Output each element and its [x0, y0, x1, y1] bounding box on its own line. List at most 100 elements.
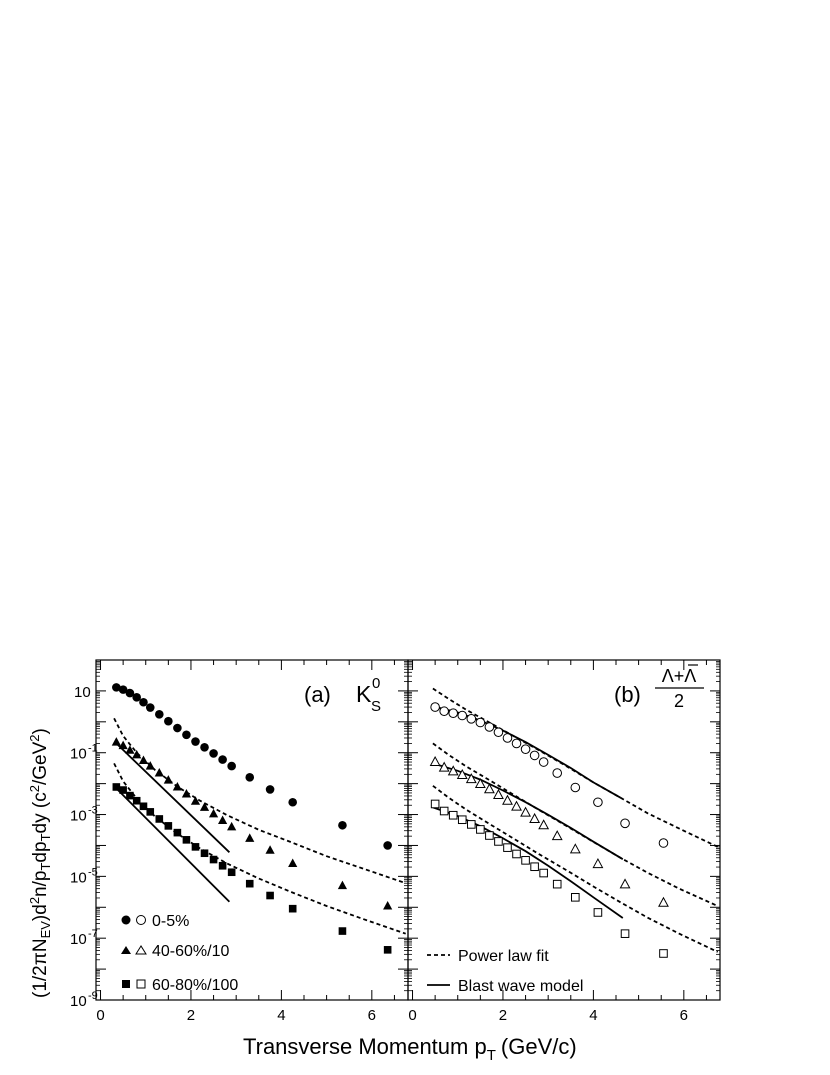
- panel-b-series-1-point: [456, 768, 468, 780]
- panel-b-series-0-point: [529, 750, 540, 761]
- panel-b-series-1-point: [474, 777, 486, 789]
- y-tick-label-exponent: -5: [88, 866, 98, 878]
- panel-a-series-2-point: [383, 946, 392, 954]
- panel-a-series-1-point: [245, 833, 255, 842]
- panel-a-series-0-point: [173, 723, 182, 733]
- panel-b-particle-denominator: 2: [674, 691, 684, 711]
- y-tick-label: 10: [70, 808, 87, 825]
- panel-a-series-0-point: [288, 797, 297, 807]
- legend-40-60-label: 40-60%/10: [152, 943, 229, 960]
- panel-a-series-0-point: [245, 773, 255, 782]
- panel-a-series-0-point: [200, 742, 209, 752]
- x-axis-label: Transverse Momentum pT (GeV/c): [243, 1034, 577, 1064]
- panel-b-series-0-point: [484, 722, 495, 732]
- panel-b-series-2-point: [448, 810, 458, 820]
- panel-a-series-0-point: [155, 710, 164, 719]
- panel-a-series-1-point: [383, 900, 393, 910]
- panel-a-particle: K: [356, 681, 372, 707]
- panel-b-series-1-point: [483, 783, 495, 794]
- panel-a-x-tick-label: 0: [96, 1007, 104, 1024]
- panel-a-series-1-point: [227, 821, 237, 831]
- panel-b-series-2-point: [439, 806, 449, 816]
- panel-a-series-2-point: [126, 791, 134, 800]
- panel-a-series-1-point: [138, 755, 149, 765]
- panel-b-series-0-point: [593, 797, 603, 808]
- panel-a-series-0-point: [112, 683, 121, 692]
- panel-b-series-1-point: [592, 858, 604, 869]
- panel-a-series-1-point: [118, 740, 128, 750]
- panel-a-series-2-blast-wave-line: [115, 787, 231, 903]
- panel-b-series-1-blast-wave-line: [432, 762, 624, 860]
- panel-a-series-1-point: [145, 761, 155, 770]
- panel-a-x-tick-label: 2: [187, 1007, 195, 1024]
- panel-a-series-0-point: [265, 785, 275, 794]
- legend-0-5-filled-circle: [121, 915, 131, 925]
- panel-b-series-1-point: [447, 765, 459, 776]
- panel-a-series-0-point: [227, 761, 236, 771]
- panel-b-series-2-point: [571, 893, 580, 902]
- panel-b-series-1-point: [465, 773, 477, 784]
- panel-a-series-1-blast-wave-line: [115, 742, 231, 853]
- panel-b-series-1-point: [569, 843, 581, 854]
- panel-a-series-1-point: [288, 858, 298, 868]
- panel-b-series-2-point: [485, 831, 494, 840]
- panel-b-series-1-point: [520, 806, 532, 817]
- panel-a-series-0-point: [338, 820, 347, 830]
- panel-b-series-2-point: [503, 843, 512, 852]
- panel-a-series-2-point: [112, 783, 121, 791]
- legend-40-60-open-triangle: [135, 945, 147, 955]
- panel-a-series-2-point: [182, 836, 191, 844]
- panel-a-series-0-point: [145, 703, 155, 712]
- panel-b-series-2-point: [659, 949, 668, 958]
- panel-b-series-0-point: [552, 768, 563, 778]
- panel-a-series-2-point: [173, 828, 182, 837]
- panel-a-series-1-point: [154, 768, 164, 777]
- panel-a-series-2-point: [338, 927, 347, 935]
- panel-a-series-2-point: [245, 879, 254, 888]
- legend-0-5-label: 0-5%: [152, 913, 189, 930]
- legend-0-5-open-circle: [136, 915, 146, 925]
- panel-b-series-0-point: [570, 782, 581, 793]
- panel-b-series-2-point: [512, 849, 521, 859]
- y-tick-label-exponent: -3: [88, 805, 98, 817]
- panel-b-series-2-point: [620, 929, 630, 938]
- panel-a-series-1-point: [111, 737, 121, 746]
- panel-a-series-0-point: [139, 697, 148, 707]
- panel-b-series-0-point: [511, 738, 522, 749]
- panel-a-series-2-point: [218, 861, 227, 870]
- panel-b-series-1-point: [492, 788, 504, 799]
- y-tick-label: 10: [70, 931, 87, 948]
- panel-a-series-2-point: [139, 802, 148, 811]
- panel-a-series-2-point: [288, 904, 297, 913]
- panel-b-series-2-point: [593, 908, 603, 917]
- panel-b-series-0-point: [620, 818, 630, 829]
- panel-a-series-1-point: [190, 796, 201, 805]
- panel-a-series-0-point: [191, 737, 200, 746]
- panel-b-series-2-point: [521, 856, 530, 865]
- panel-b-series-1-point: [658, 896, 669, 907]
- legend-60-80-open-square: [136, 979, 146, 989]
- panel-a-series-2-point: [209, 855, 218, 864]
- legend-blast-wave-label: Blast wave model: [458, 978, 583, 995]
- panel-a-series-1-power-law-line: [113, 717, 406, 885]
- y-tick-label-exponent: -7: [88, 928, 98, 940]
- panel-a-x-tick-label: 4: [277, 1007, 285, 1024]
- panel-b-particle-numerator: Λ+Λ: [662, 666, 697, 686]
- panel-a-series-2-point: [200, 849, 209, 858]
- panel-a-series-1-point: [337, 880, 348, 890]
- panel-b-series-0-point: [493, 727, 504, 738]
- panel-b-x-tick-label: 0: [408, 1007, 416, 1024]
- panel-a-series-2-point: [155, 815, 164, 823]
- panel-b-series-0-power-law-line: [432, 687, 719, 848]
- panel-a-label: (a): [304, 682, 331, 707]
- panel-a-x-tick-label: 6: [368, 1007, 376, 1024]
- y-tick-label: 10: [74, 684, 91, 701]
- panel-b-series-1-point: [529, 812, 541, 823]
- panel-b-series-0-point: [439, 706, 449, 717]
- panel-a-series-1-point: [265, 845, 275, 854]
- panel-a-series-2-point: [132, 796, 141, 805]
- panel-a-series-1-point: [163, 775, 173, 784]
- panel-b-series-0-point: [448, 708, 459, 719]
- panel-a-series-0-point: [164, 716, 173, 726]
- panel-b-series-0-point: [658, 838, 669, 848]
